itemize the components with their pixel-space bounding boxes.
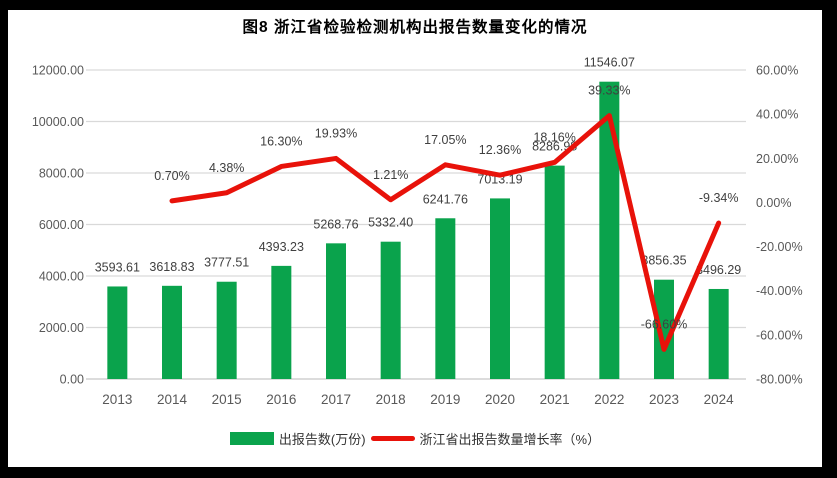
growth-value-label: 18.16% — [533, 130, 575, 144]
bar-value-label: 3856.35 — [641, 254, 686, 268]
growth-value-label: 17.05% — [424, 133, 466, 147]
left-axis-tick: 2000.00 — [39, 321, 84, 335]
line-series-swatch-icon — [370, 436, 415, 441]
bar-2024 — [708, 288, 729, 379]
bar-2023 — [654, 279, 674, 379]
bar-value-label: 4393.23 — [259, 240, 304, 254]
growth-value-label: 16.30% — [260, 134, 302, 148]
bar-2021 — [544, 165, 565, 379]
right-axis-tick: 60.00% — [756, 64, 798, 78]
bar-value-label: 3777.51 — [204, 256, 249, 270]
growth-value-label: 4.38% — [209, 161, 244, 175]
right-axis-tick: 20.00% — [756, 152, 798, 166]
bar-value-label: 5268.76 — [313, 217, 358, 231]
right-axis-tick: 40.00% — [756, 108, 798, 122]
right-axis-tick: -40.00% — [756, 284, 803, 298]
bar-series-swatch-icon — [229, 432, 274, 445]
x-axis-label: 2015 — [212, 392, 242, 407]
x-axis-label: 2017 — [321, 392, 351, 407]
right-axis-tick: -20.00% — [756, 240, 803, 254]
x-axis-label: 2021 — [540, 392, 570, 407]
x-axis-label: 2024 — [704, 392, 735, 407]
growth-rate-line — [169, 113, 722, 352]
growth-value-label: -66.60% — [641, 317, 688, 331]
bar-series-legend-label: 出报告数(万份) — [278, 432, 366, 447]
bar-2015 — [216, 281, 237, 379]
x-axis-label: 2018 — [376, 392, 406, 407]
bar-2018 — [380, 241, 401, 379]
bar-2019 — [435, 218, 456, 379]
growth-value-label: 12.36% — [479, 143, 521, 157]
x-axis-label: 2023 — [649, 392, 679, 407]
line-series-legend-label: 浙江省出报告数量增长率（%） — [419, 432, 601, 447]
left-axis-tick: 12000.00 — [32, 64, 84, 78]
x-axis-label: 2022 — [594, 392, 624, 407]
chart-title: 图8 浙江省检验检测机构出报告数量变化的情况 — [242, 19, 588, 36]
bar-2014 — [162, 285, 182, 379]
bar-value-label: 5332.40 — [368, 216, 413, 230]
left-axis-tick: 6000.00 — [39, 218, 84, 232]
right-axis-tick: 0.00% — [756, 196, 791, 210]
bar-2016 — [271, 265, 292, 379]
bar-value-label: 3496.29 — [696, 263, 741, 277]
growth-value-label: 19.93% — [315, 126, 357, 140]
chart-panel: 图8 浙江省检验检测机构出报告数量变化的情况 出报告数(万份) 浙江省出报告数量… — [8, 10, 822, 467]
bar-value-label: 6241.76 — [423, 192, 468, 206]
right-axis-tick: -80.00% — [756, 373, 803, 387]
x-axis-label: 2014 — [157, 392, 188, 407]
bar-2017 — [326, 243, 346, 379]
growth-value-label: 1.21% — [373, 168, 408, 182]
growth-value-label: 0.70% — [154, 169, 189, 183]
x-axis-label: 2020 — [485, 392, 515, 407]
bar-2022 — [599, 81, 620, 380]
growth-value-label: -9.34% — [699, 191, 739, 205]
legend: 出报告数(万份) 浙江省出报告数量增长率（%） — [8, 429, 822, 448]
growth-value-label: 39.33% — [588, 84, 630, 98]
bar-value-label: 11546.07 — [584, 56, 635, 70]
left-axis-tick: 8000.00 — [39, 167, 84, 181]
x-axis-label: 2016 — [266, 392, 296, 407]
left-axis-tick: 10000.00 — [32, 115, 84, 129]
bar-2013 — [107, 286, 128, 379]
left-axis-tick: 0.00 — [60, 373, 84, 387]
bar-value-label: 3593.61 — [95, 260, 140, 274]
bar-2020 — [490, 198, 510, 379]
x-axis-label: 2013 — [102, 392, 132, 407]
x-axis-label: 2019 — [430, 392, 460, 407]
right-axis-tick: -60.00% — [756, 328, 803, 342]
bar-value-label: 7013.19 — [477, 172, 522, 186]
left-axis-tick: 4000.00 — [39, 270, 84, 284]
bar-value-label: 3618.83 — [149, 260, 194, 274]
